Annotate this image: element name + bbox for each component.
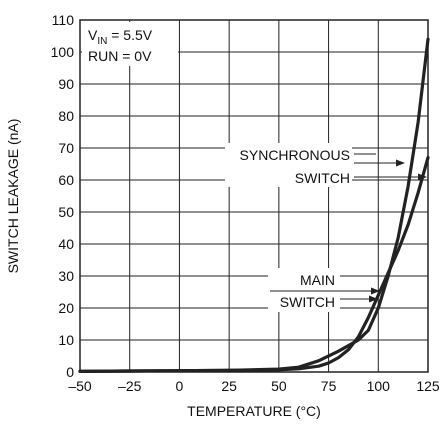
y-tick-label: 80 [58, 108, 74, 124]
y-tick-label: 20 [58, 300, 74, 316]
y-tick-label: 100 [51, 44, 75, 60]
y-tick-labels: 0 10 20 30 40 50 60 70 80 90 100 110 [51, 12, 75, 380]
annotation-line: SWITCH [295, 170, 350, 186]
conditions-box [82, 22, 178, 66]
x-tick-label: 75 [321, 378, 337, 394]
x-tick-label: –25 [118, 378, 142, 394]
plot-border [79, 19, 429, 373]
annotation-line: SWITCH [280, 294, 335, 310]
y-tick-label: 70 [58, 140, 74, 156]
series-layer [78, 37, 430, 373]
arrowhead [369, 295, 378, 303]
annotation-line: SYNCHRONOUS [240, 147, 350, 163]
x-axis-label: TEMPERATURE (°C) [187, 403, 321, 419]
annotation-bg [268, 268, 340, 312]
series-line [78, 156, 430, 373]
annotation-synchronous-switch: SYNCHRONOUS SWITCH [225, 143, 427, 187]
series-line [78, 37, 430, 373]
arrowhead [418, 173, 427, 181]
vin-subscript: IN [97, 36, 107, 47]
grid [79, 19, 429, 373]
y-axis-label: SWITCH LEAKAGE (nA) [5, 119, 21, 274]
annotation-bg [225, 143, 352, 187]
y-tick-label: 90 [58, 76, 74, 92]
vin-prefix: V [88, 27, 98, 43]
y-tick-label: 40 [58, 236, 74, 252]
arrowhead [371, 287, 380, 295]
y-tick-label: 0 [66, 364, 74, 380]
x-tick-label: 25 [221, 378, 237, 394]
x-tick-label: –50 [68, 378, 92, 394]
x-tick-label: 125 [416, 378, 440, 394]
y-tick-label: 30 [58, 268, 74, 284]
vin-value: = 5.5V [107, 27, 152, 43]
y-tick-label: 60 [58, 172, 74, 188]
x-tick-label: 100 [367, 378, 391, 394]
y-tick-label: 50 [58, 204, 74, 220]
arrowhead [396, 159, 405, 167]
y-tick-label: 10 [58, 332, 74, 348]
condition-vin: VIN = 5.5V [88, 27, 153, 47]
x-tick-label: 50 [271, 378, 287, 394]
annotation-line: MAIN [300, 272, 335, 288]
x-tick-labels: –50 –25 0 25 50 75 100 125 [68, 378, 440, 394]
x-tick-label: 0 [176, 378, 184, 394]
annotation-main-switch: MAIN SWITCH [268, 268, 380, 312]
condition-run: RUN = 0V [88, 48, 152, 64]
y-tick-label: 110 [52, 12, 75, 28]
